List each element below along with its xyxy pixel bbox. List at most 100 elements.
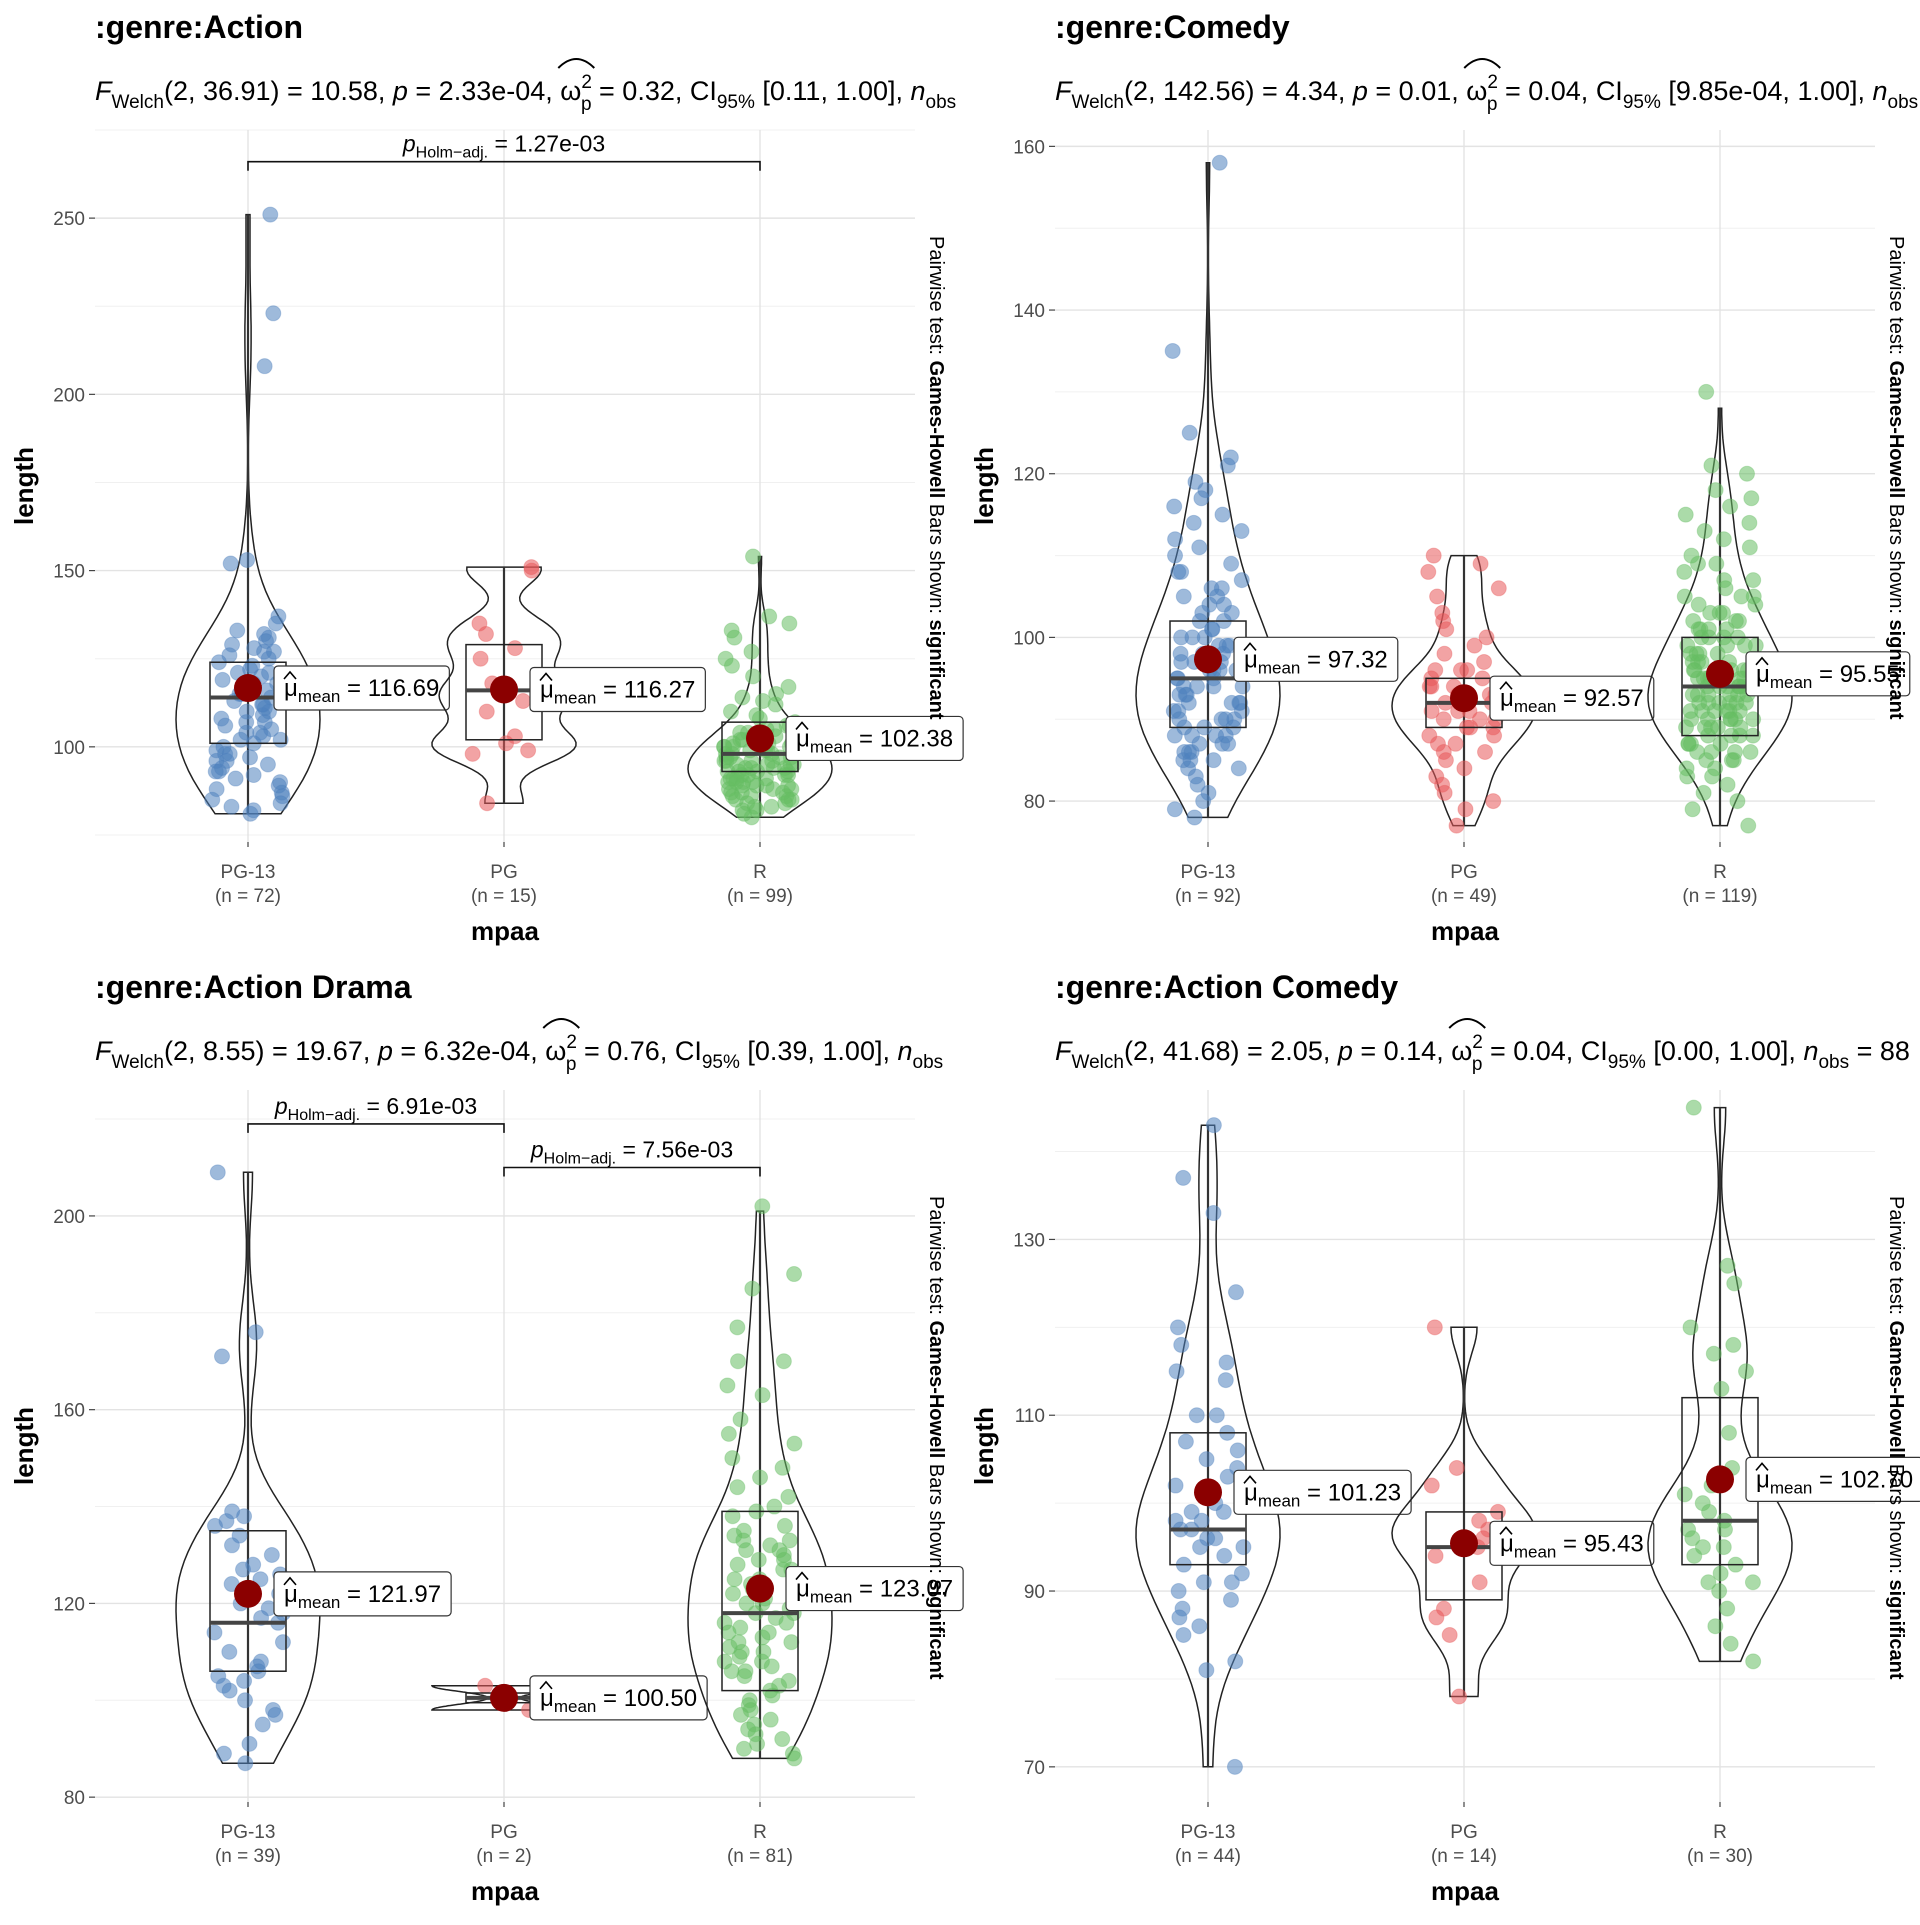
data-point [1201, 596, 1218, 613]
data-point [726, 1571, 743, 1588]
x-tick-label: R [1713, 1822, 1727, 1843]
violin-outline [431, 566, 577, 804]
caption-prefix: Pairwise test: [925, 1196, 947, 1320]
data-point [229, 622, 246, 639]
mean-label-box [273, 665, 450, 711]
mean-value: = 92.57 [1556, 685, 1643, 712]
x-tick-count: (n = 2) [476, 1846, 531, 1867]
mu-hat [1755, 656, 1769, 666]
x-tick-label: R [753, 862, 767, 883]
data-point [1701, 1503, 1718, 1520]
data-point [1485, 793, 1502, 810]
data-point [1456, 760, 1473, 777]
mean-sub: mean [1258, 1491, 1301, 1510]
mean-value: = 116.69 [340, 675, 439, 702]
mu-hat [795, 721, 809, 730]
x-axis-label: mpaa [1431, 916, 1499, 946]
data-point [1736, 637, 1753, 654]
stat-f-sub: Welch [112, 92, 164, 113]
stat-f-symbol: F [1055, 76, 1073, 106]
mean-sub: mean [1514, 1542, 1557, 1561]
mean-label-box [1233, 1469, 1412, 1515]
data-point [1712, 1565, 1729, 1582]
comparison-p-symbol: p [530, 1136, 544, 1162]
mean-sub: mean [1770, 1478, 1813, 1497]
data-point [1685, 1099, 1702, 1116]
data-point [477, 1677, 494, 1694]
data-point [1229, 1442, 1246, 1459]
mean-label-text: μmean = 101.23 [1244, 1479, 1401, 1510]
stat-f-symbol: F [95, 1036, 113, 1066]
data-point [263, 1546, 280, 1563]
data-point [777, 795, 794, 812]
data-point [744, 1280, 761, 1297]
mean-point [490, 675, 518, 704]
x-tick-label: R [1713, 862, 1727, 883]
omega-hat [1448, 1018, 1486, 1029]
y-tick-label: 200 [53, 1207, 85, 1228]
mean-label: μmean = 116.69 [273, 665, 450, 711]
data-point [750, 1551, 767, 1568]
data-point [1700, 1574, 1717, 1591]
data-point [1175, 1169, 1192, 1186]
pairwise-caption: Pairwise test: Games-Howell Bars shown: … [925, 236, 947, 720]
data-point [1426, 1319, 1443, 1336]
stat-n-symbol: n [911, 76, 926, 106]
data-point [236, 1672, 253, 1689]
data-point [1227, 1284, 1244, 1301]
stat-omega-sup: 2 [1472, 1032, 1483, 1053]
stat-p-symbol: p [377, 1036, 393, 1066]
panel-subtitle: FWelch(2, 8.55) = 19.67, p = 6.32e-04, ω… [95, 1032, 943, 1075]
stat-omega-sup: 2 [566, 1032, 577, 1053]
data-point [1713, 1380, 1730, 1397]
data-point [259, 756, 276, 773]
data-point [748, 777, 765, 794]
data-point [1729, 793, 1746, 810]
data-point [1686, 1547, 1703, 1564]
data-point [1704, 768, 1721, 785]
data-point [1235, 1539, 1252, 1556]
mean-label: μmean = 95.43 [1489, 1520, 1655, 1566]
data-point [775, 1353, 792, 1370]
mean-value: = 102.38 [852, 725, 953, 752]
data-point [1166, 498, 1183, 515]
stat-f-sub: Welch [112, 1052, 164, 1073]
data-point [1741, 514, 1758, 531]
violin-outline [1135, 1124, 1281, 1768]
data-point [1436, 645, 1453, 662]
stat-ci-sub: 95% [1608, 1052, 1646, 1073]
stat-ci-value: [0.11, 1.00], [755, 76, 911, 106]
data-point [1705, 1345, 1722, 1362]
x-tick-count: (n = 92) [1175, 886, 1241, 907]
data-point [242, 749, 259, 766]
caption-mid: Bars shown: [1885, 498, 1907, 619]
data-point [734, 689, 751, 706]
points-group [1164, 154, 1251, 826]
data-point [1742, 743, 1759, 760]
data-point [262, 206, 279, 223]
data-point [1227, 1653, 1244, 1670]
data-point [745, 548, 762, 565]
omega-hat [542, 1018, 580, 1029]
data-point [1707, 482, 1724, 499]
mean-label-box [273, 1571, 452, 1617]
data-point [723, 1663, 740, 1680]
x-axis-label: mpaa [471, 916, 539, 946]
caption-end: significant [1885, 1579, 1907, 1679]
data-point [1205, 1117, 1222, 1134]
mean-label-box [1745, 1456, 1920, 1503]
data-point [1203, 580, 1220, 597]
mean-value: = 101.23 [1300, 1479, 1401, 1506]
data-point [1184, 727, 1201, 744]
caption-mid: Bars shown: [925, 498, 947, 619]
x-tick-label: PG [490, 1822, 517, 1843]
data-point [745, 668, 762, 685]
data-point [1715, 604, 1732, 621]
data-point [1219, 457, 1236, 474]
panel-subtitle: FWelch(2, 142.56) = 4.34, p = 0.01, ω2 p … [1055, 72, 1918, 115]
mean-value: = 97.32 [1300, 646, 1387, 673]
data-point [1477, 743, 1494, 760]
data-point [1208, 1407, 1225, 1424]
comparison-holm-sub: Holm−adj. [288, 1107, 360, 1124]
stat-p-value: = 2.33e-04, [408, 76, 560, 106]
